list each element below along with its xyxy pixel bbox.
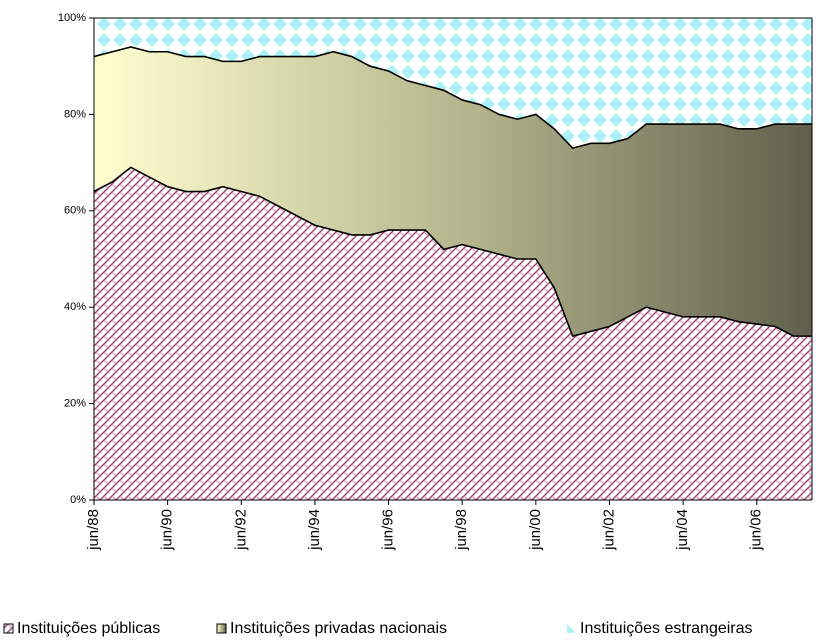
x-tick-label: jun/06 <box>748 509 765 551</box>
y-tick-label: 40% <box>64 301 86 313</box>
legend-swatch <box>567 624 576 633</box>
legend-swatch <box>216 623 227 634</box>
y-tick-label: 80% <box>64 108 86 120</box>
x-tick-label: jun/92 <box>232 509 249 551</box>
x-tick-label: jun/04 <box>674 509 691 551</box>
x-tick-label: jun/00 <box>527 509 544 551</box>
legend-label: Instituições estrangeiras <box>580 620 753 637</box>
x-tick-label: jun/02 <box>600 509 617 551</box>
x-tick-label: jun/88 <box>85 509 102 551</box>
area <box>94 167 812 501</box>
x-tick-label: jun/94 <box>306 509 323 551</box>
area <box>94 18 812 149</box>
y-tick-label: 60% <box>64 205 86 217</box>
x-tick-label: jun/96 <box>380 509 397 551</box>
x-tick-label: jun/98 <box>453 509 470 551</box>
x-tick-label: jun/90 <box>159 509 176 551</box>
y-tick-label: 0% <box>70 494 86 506</box>
area <box>94 46 812 337</box>
legend-label: Instituições privadas nacionais <box>230 620 447 637</box>
area-boundary <box>93 166 812 338</box>
legend-label: Instituições públicas <box>17 620 160 637</box>
y-tick-label: 100% <box>58 12 86 24</box>
legend-swatch <box>3 623 14 634</box>
area-boundary <box>93 46 812 150</box>
y-tick-label: 20% <box>64 398 86 410</box>
